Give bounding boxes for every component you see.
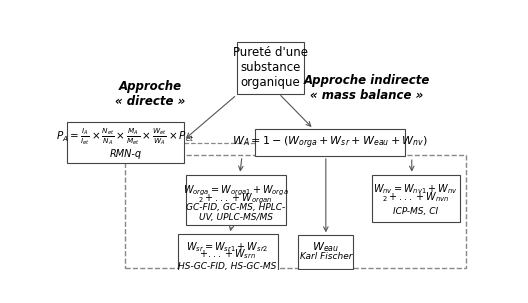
Text: Pureté d'une
substance
organique: Pureté d'une substance organique bbox=[233, 46, 308, 89]
Text: Karl Fischer: Karl Fischer bbox=[299, 252, 352, 261]
Text: Approche indirecte
« mass balance »: Approche indirecte « mass balance » bbox=[304, 74, 430, 102]
Text: $+...+ W_{srn}$: $+...+ W_{srn}$ bbox=[199, 248, 256, 261]
Text: Approche
« directe »: Approche « directe » bbox=[115, 79, 185, 108]
Text: $_{2}+...+ W_{organ}$: $_{2}+...+ W_{organ}$ bbox=[199, 191, 273, 206]
Text: $W_{sr} = W_{sr1} + W_{sr2}$: $W_{sr} = W_{sr1} + W_{sr2}$ bbox=[186, 241, 269, 255]
Text: GC-FID, GC-MS, HPLC-
UV, UPLC-MS/MS: GC-FID, GC-MS, HPLC- UV, UPLC-MS/MS bbox=[186, 203, 286, 222]
Text: $W_{eau}$: $W_{eau}$ bbox=[312, 240, 340, 254]
FancyBboxPatch shape bbox=[372, 175, 460, 222]
Text: $_{2}+...+ W_{nvn}$: $_{2}+...+ W_{nvn}$ bbox=[382, 191, 450, 204]
Text: $W_{nv} = W_{nv1} + W_{nv}$: $W_{nv} = W_{nv1} + W_{nv}$ bbox=[373, 182, 458, 196]
FancyBboxPatch shape bbox=[298, 235, 353, 269]
FancyBboxPatch shape bbox=[67, 122, 184, 163]
FancyBboxPatch shape bbox=[237, 42, 304, 94]
FancyBboxPatch shape bbox=[177, 234, 278, 275]
Text: $W_{orga} = W_{orga1} + W_{orga}$: $W_{orga} = W_{orga1} + W_{orga}$ bbox=[183, 183, 289, 198]
FancyBboxPatch shape bbox=[255, 129, 404, 156]
Text: $W_A = 1 - (W_{orga} + W_{sr} +W_{eau} + W_{nv})$: $W_A = 1 - (W_{orga} + W_{sr} +W_{eau} +… bbox=[232, 134, 428, 151]
FancyBboxPatch shape bbox=[186, 175, 286, 225]
Text: $P_A = \frac{I_A}{I_{et}} \times \frac{N_{et}}{N_A} \times \frac{M_A}{M_{et}} \t: $P_A = \frac{I_A}{I_{et}} \times \frac{N… bbox=[56, 126, 195, 147]
Text: ICP-MS, CI: ICP-MS, CI bbox=[393, 207, 438, 216]
Text: HS-GC-FID, HS-GC-MS: HS-GC-FID, HS-GC-MS bbox=[178, 262, 277, 271]
Text: RMN-q: RMN-q bbox=[109, 149, 142, 159]
